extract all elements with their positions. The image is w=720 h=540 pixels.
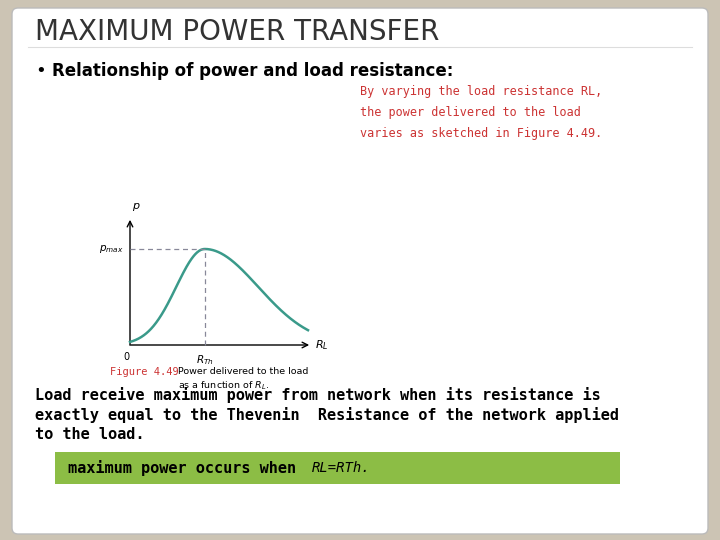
Text: By varying the load resistance RL,
the power delivered to the load
varies as ske: By varying the load resistance RL, the p… xyxy=(360,85,602,140)
Text: as a function of $R_L$.: as a function of $R_L$. xyxy=(178,379,269,392)
Text: 0: 0 xyxy=(123,352,129,362)
Text: RL=RTh.: RL=RTh. xyxy=(312,461,371,475)
Text: $R_L$: $R_L$ xyxy=(315,338,328,352)
Text: to the load.: to the load. xyxy=(35,427,145,442)
Text: MAXIMUM POWER TRANSFER: MAXIMUM POWER TRANSFER xyxy=(35,18,439,46)
FancyBboxPatch shape xyxy=(12,8,708,534)
Text: •: • xyxy=(35,62,46,80)
Text: $p$: $p$ xyxy=(132,201,140,213)
Text: Relationship of power and load resistance:: Relationship of power and load resistanc… xyxy=(52,62,454,80)
FancyBboxPatch shape xyxy=(55,452,620,484)
Text: Figure 4.49: Figure 4.49 xyxy=(110,367,179,377)
Text: $R_{Th}$: $R_{Th}$ xyxy=(196,353,214,367)
Text: Power delivered to the load: Power delivered to the load xyxy=(178,367,308,376)
Text: exactly equal to the Thevenin  Resistance of the network applied: exactly equal to the Thevenin Resistance… xyxy=(35,407,619,423)
Text: Load receive maximum power from network when its resistance is: Load receive maximum power from network … xyxy=(35,387,600,403)
Text: maximum power occurs when: maximum power occurs when xyxy=(68,460,305,476)
Text: $p_{max}$: $p_{max}$ xyxy=(99,243,124,255)
